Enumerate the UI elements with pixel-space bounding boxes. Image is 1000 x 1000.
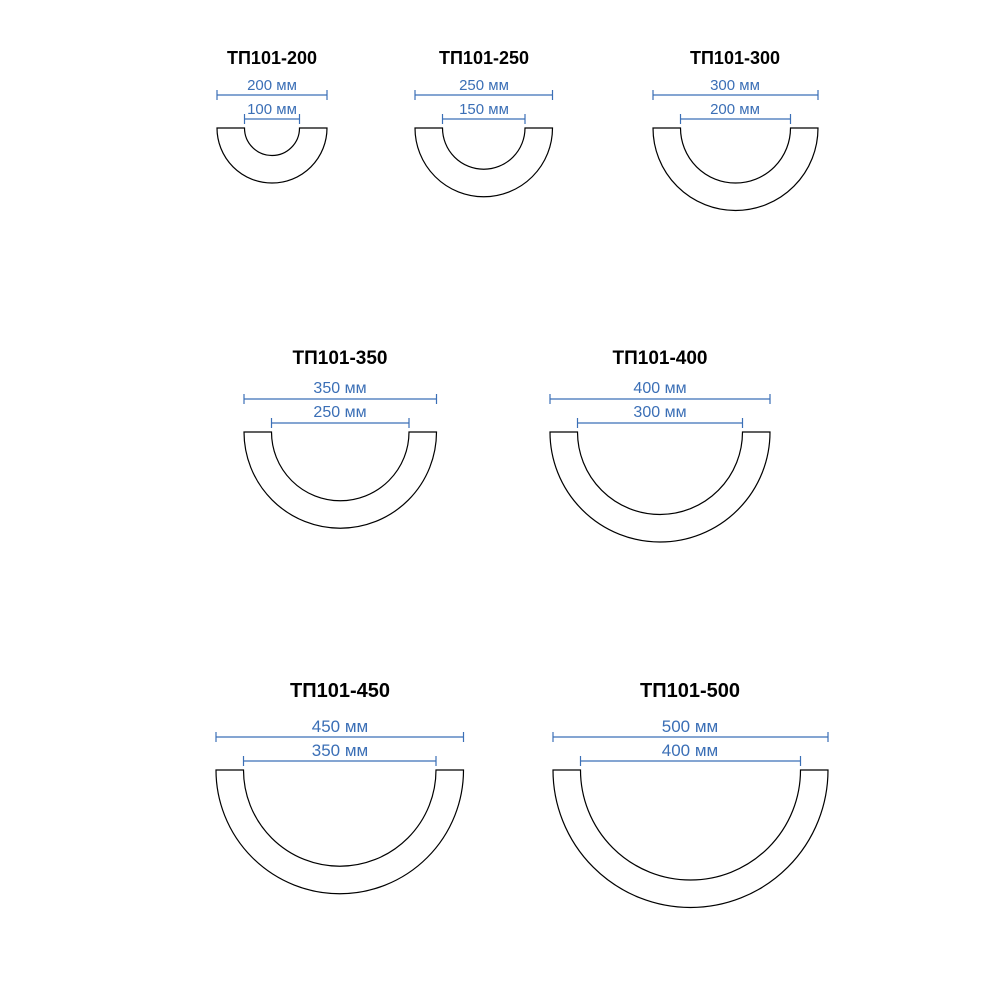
half-ring (653, 128, 818, 211)
inner-dimension-label: 350 мм (312, 741, 368, 761)
inner-dimension-label: 150 мм (459, 101, 509, 118)
product-title: ТП101-350 (293, 348, 388, 370)
product-title: ТП101-400 (613, 348, 708, 370)
product-title: ТП101-200 (227, 48, 317, 69)
product-title: ТП101-450 (290, 680, 390, 703)
outer-dimension-label: 250 мм (459, 77, 509, 94)
item-svg (548, 374, 772, 546)
half-ring (216, 770, 464, 894)
product-title: ТП101-300 (690, 48, 780, 69)
inner-dimension-label: 200 мм (710, 101, 760, 118)
inner-dimension-label: 250 мм (313, 404, 366, 422)
outer-dimension-label: 400 мм (633, 380, 686, 398)
inner-dimension-label: 400 мм (662, 741, 718, 761)
half-ring (244, 432, 437, 528)
inner-dimension-label: 100 мм (247, 101, 297, 118)
half-ring (553, 770, 828, 908)
half-ring (550, 432, 770, 542)
outer-dimension-label: 450 мм (312, 717, 368, 737)
product-title: ТП101-500 (640, 680, 740, 703)
inner-dimension-label: 300 мм (633, 404, 686, 422)
half-ring (217, 128, 327, 183)
outer-dimension-label: 200 мм (247, 77, 297, 94)
outer-dimension-label: 500 мм (662, 717, 718, 737)
outer-dimension-label: 300 мм (710, 77, 760, 94)
diagram-page: ТП101-200 200 мм 100 мм ТП101-250 250 мм 150 … (0, 0, 1000, 1000)
outer-dimension-label: 350 мм (313, 380, 366, 398)
product-title: ТП101-250 (439, 48, 529, 69)
item-svg (214, 712, 466, 898)
half-ring (415, 128, 553, 197)
